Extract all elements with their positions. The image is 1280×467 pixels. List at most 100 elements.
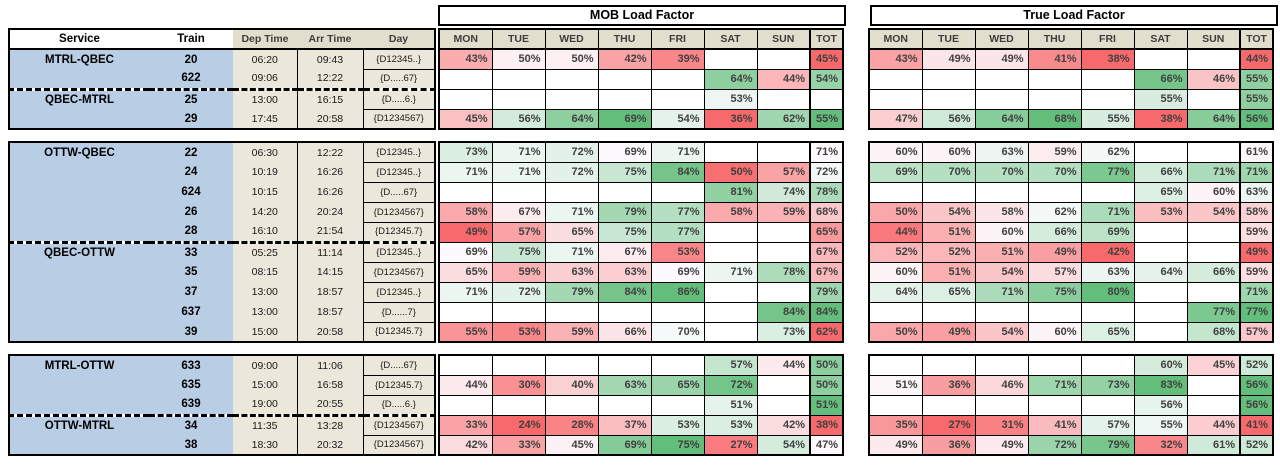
service-info-table-block-2: OTTW-QBEC 22 06:30 12:22 {D12345..} 24 10:19 16…: [8, 141, 436, 343]
service-cell: OTTW-MTRL: [9, 413, 149, 435]
true-load-cell-mon: 50%: [868, 321, 923, 343]
mob-load-cell-sun: [756, 374, 811, 396]
mob-load-cell-thu: 84%: [597, 281, 652, 303]
true-load-cell-mon: 60%: [868, 141, 923, 163]
mob-row-train-39: 55% 53% 59% 66% 70% 73% 62%: [438, 321, 844, 343]
true-load-cell-thu: [1027, 354, 1082, 376]
train-number-cell: 25: [149, 87, 233, 109]
mob-load-cell-sun: 42%: [756, 414, 811, 436]
mob-load-table-block-3: 57% 44% 50% 44% 30% 40% 63% 65% 72% 50% 51% 51% 33% 2…: [438, 354, 844, 456]
true-load-total-cell: 55%: [1239, 88, 1274, 110]
true-load-cell-sun: [1186, 394, 1241, 416]
true-load-cell-wed: 46%: [974, 374, 1029, 396]
train-row-22: OTTW-QBEC 22 06:30 12:22 {D12345..}: [9, 141, 436, 163]
dep-time-cell: 09:00: [233, 355, 297, 375]
true-load-cell-thu: 41%: [1027, 48, 1082, 70]
mob-load-cell-sat: 53%: [703, 414, 758, 436]
true-header-fri: FRI: [1080, 28, 1135, 50]
mob-load-cell-mon: [438, 301, 493, 323]
true-load-cell-fri: [1080, 181, 1135, 203]
service-cell: QBEC-OTTW: [9, 240, 149, 262]
mob-load-cell-thu: 75%: [597, 161, 652, 183]
mob-row-train-639: 51% 51%: [438, 394, 844, 416]
day-pattern-cell: {D1234567}: [362, 108, 436, 130]
arr-time-cell: 16:26: [296, 182, 363, 202]
day-pattern-cell: {D12345..}: [362, 141, 436, 163]
train-row-35: 35 08:15 14:15 {D1234567}: [9, 261, 436, 283]
service-cell: [9, 109, 149, 129]
day-pattern-cell: {D12345.7}: [362, 374, 436, 396]
train-row-25: QBEC-MTRL 25 13:00 16:15 {D.....6.}: [9, 87, 436, 110]
arr-time-cell: 09:43: [296, 49, 363, 69]
mob-load-cell-fri: 71%: [650, 141, 705, 163]
true-row-train-28: 44% 51% 60% 66% 69% 59%: [868, 221, 1274, 243]
mob-load-cell-tue: 57%: [491, 221, 546, 243]
day-pattern-cell: {D12345..}: [362, 281, 436, 303]
mob-load-cell-sat: 50%: [703, 161, 758, 183]
true-load-cell-thu: [1027, 301, 1082, 323]
arr-time-cell: 20:58: [296, 322, 363, 342]
day-pattern-cell: {D12345.7}: [362, 321, 436, 343]
train-row-24: 24 10:19 16:26 {D12345..}: [9, 161, 436, 183]
arr-time-column-header: Arr Time: [297, 29, 363, 50]
true-load-cell-tue: [921, 394, 976, 416]
service-cell: [9, 322, 149, 342]
blocks-container: Service Train Dep Time Arr Time Day MTRL-QBEC…: [8, 28, 1274, 456]
mob-row-train-29: 45% 56% 64% 69% 54% 36% 62% 55%: [438, 108, 844, 130]
true-load-cell-sat: 55%: [1133, 88, 1188, 110]
true-row-train-635: 51% 36% 46% 71% 73% 83% 56%: [868, 374, 1274, 396]
true-load-cell-mon: [868, 394, 923, 416]
dep-time-cell: 13:00: [233, 87, 297, 109]
true-load-total-cell: 58%: [1239, 201, 1274, 223]
true-load-cell-wed: 51%: [974, 241, 1029, 263]
mob-load-cell-wed: [544, 68, 599, 90]
true-load-cell-wed: [974, 88, 1029, 110]
mob-load-cell-sun: [756, 141, 811, 163]
mob-load-cell-sat: [703, 221, 758, 243]
true-load-cell-mon: 64%: [868, 281, 923, 303]
true-load-cell-sat: [1133, 141, 1188, 163]
true-load-cell-fri: [1080, 301, 1135, 323]
true-row-train-633: 60% 45% 52%: [868, 354, 1274, 376]
true-load-table-block-2: 60% 60% 63% 59% 62% 61% 69% 70% 70% 70% 77% 66% 71% 7…: [868, 141, 1274, 343]
service-cell: [9, 435, 149, 455]
mob-load-cell-sat: [703, 321, 758, 343]
mob-load-cell-fri: 84%: [650, 161, 705, 183]
true-load-cell-sun: [1186, 48, 1241, 70]
train-number-cell: 24: [149, 162, 233, 182]
mob-load-cell-tue: 56%: [491, 108, 546, 130]
service-cell: QBEC-MTRL: [9, 87, 149, 109]
mob-load-cell-sat: [703, 281, 758, 303]
true-load-cell-sun: 71%: [1186, 161, 1241, 183]
mob-load-cell-wed: 72%: [544, 161, 599, 183]
dep-time-cell: 16:10: [233, 222, 297, 242]
mob-row-train-20: 43% 50% 50% 42% 39% 45%: [438, 48, 844, 70]
service-cell: MTRL-QBEC: [9, 49, 149, 69]
mob-load-table-block-2: 73% 71% 72% 69% 71% 71% 71% 71% 72% 75% 84% 50% 57% 7…: [438, 141, 844, 343]
true-load-cell-thu: 57%: [1027, 261, 1082, 283]
mob-load-cell-sun: 44%: [756, 354, 811, 376]
true-day-header-row: MON TUE WED THU FRI SAT SUN TOT: [868, 28, 1274, 50]
true-load-total-cell: 71%: [1239, 161, 1274, 183]
mob-load-cell-tue: 71%: [491, 141, 546, 163]
service-cell: [9, 182, 149, 202]
dep-time-cell: 11:35: [233, 413, 297, 435]
service-cell: [9, 162, 149, 182]
true-row-train-639: 56% 56%: [868, 394, 1274, 416]
dep-time-cell: 06:30: [233, 142, 297, 162]
true-load-total-cell: 55%: [1239, 68, 1274, 90]
true-load-cell-sat: [1133, 321, 1188, 343]
mob-load-cell-sat: 51%: [703, 394, 758, 416]
true-load-cell-fri: 77%: [1080, 161, 1135, 183]
service-cell: [9, 302, 149, 322]
dep-time-cell: 09:06: [233, 69, 297, 89]
mob-load-cell-thu: 42%: [597, 48, 652, 70]
true-load-cell-fri: 69%: [1080, 221, 1135, 243]
mob-load-total-cell: 78%: [809, 181, 844, 203]
mob-load-cell-thu: 63%: [597, 261, 652, 283]
train-row-635: 635 15:00 16:58 {D12345.7}: [9, 374, 436, 396]
train-row-34: OTTW-MTRL 34 11:35 13:28 {D1234567}: [9, 413, 436, 436]
mob-load-table-block-1: MON TUE WED THU FRI SAT SUN TOT 43% 50% 50% 42% 39% 4…: [438, 28, 844, 130]
true-load-cell-sun: 54%: [1186, 201, 1241, 223]
mob-load-cell-fri: [650, 181, 705, 203]
